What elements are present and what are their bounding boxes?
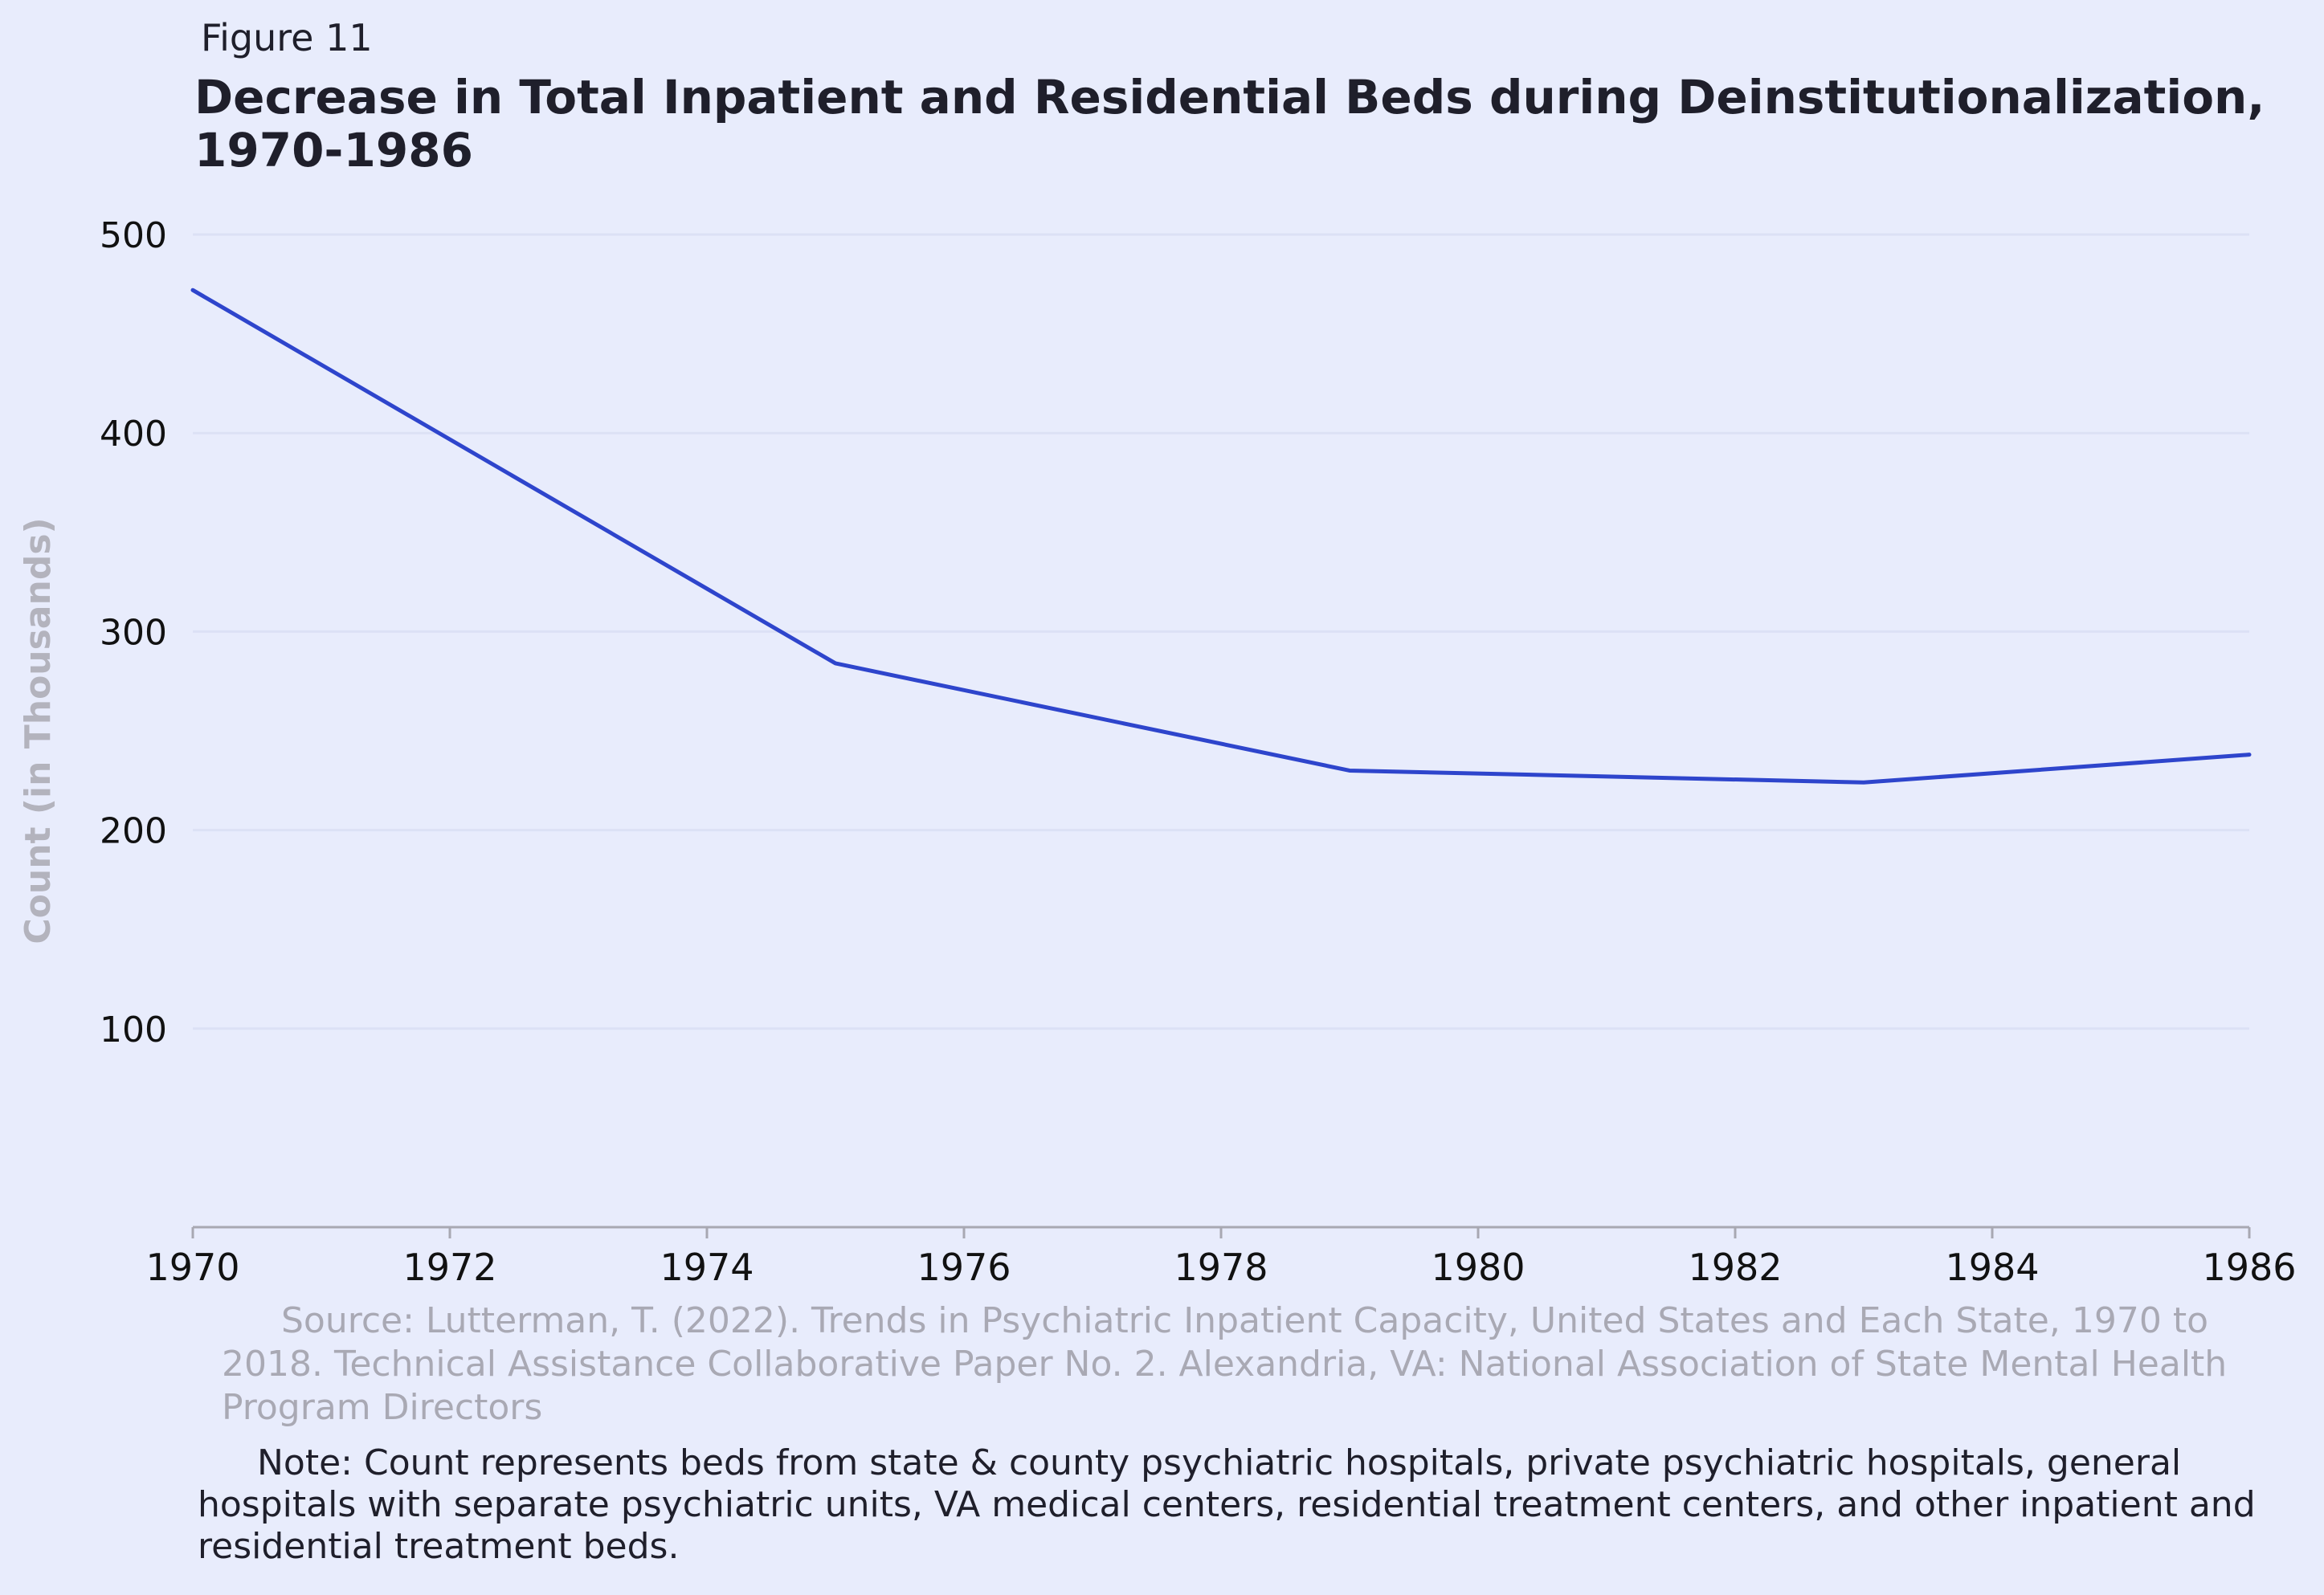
x-tick-label: 1976 — [917, 1246, 1011, 1289]
y-axis-label: Count (in Thousands) — [18, 517, 59, 944]
y-tick-label: 300 — [100, 612, 167, 653]
x-tick-label: 1970 — [145, 1246, 239, 1289]
x-tick-label: 1972 — [402, 1246, 496, 1289]
y-axis-tick-labels: 100 200 300 400 500 — [100, 215, 167, 1050]
series-line-0 — [190, 288, 2252, 785]
gridlines — [193, 233, 2249, 1030]
x-axis — [191, 1226, 2251, 1238]
x-tick-label: 1982 — [1688, 1246, 1782, 1289]
y-tick-label: 400 — [100, 414, 167, 455]
series-layer — [190, 288, 2252, 785]
y-tick-label: 100 — [100, 1010, 167, 1050]
x-axis-tick-labels: 1970 1972 1974 1976 1978 1980 1982 1984 1986 — [145, 1246, 2296, 1289]
x-tick-label: 1978 — [1174, 1246, 1268, 1289]
figure-label: Figure 11 — [201, 16, 373, 59]
chart-title: Decrease in Total Inpatient and Resident… — [194, 70, 2265, 177]
chart-note: Note: Count represents beds from state &… — [198, 1442, 2256, 1567]
y-tick-label: 200 — [100, 811, 167, 852]
x-tick-label: 1984 — [1945, 1246, 2039, 1289]
x-tick-label: 1986 — [2202, 1246, 2296, 1289]
x-tick-label: 1980 — [1431, 1246, 1525, 1289]
x-tick-label: 1974 — [660, 1246, 754, 1289]
y-tick-label: 500 — [100, 215, 167, 256]
source-citation: Source: Lutterman, T. (2022). Trends in … — [222, 1300, 2228, 1428]
